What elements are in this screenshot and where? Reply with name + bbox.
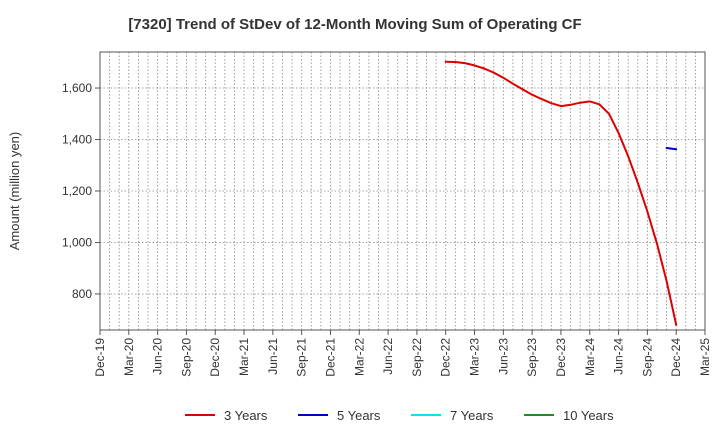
x-tick-label: Dec-24 bbox=[669, 338, 683, 377]
x-tick-label: Dec-22 bbox=[439, 338, 453, 377]
y-tick-label: 1,000 bbox=[62, 235, 92, 249]
y-axis-label: Amount (million yen) bbox=[7, 132, 22, 251]
legend-label-3: 7 Years bbox=[450, 408, 494, 423]
x-tick-label: Dec-21 bbox=[323, 338, 337, 377]
x-tick-label: Jun-24 bbox=[612, 338, 626, 375]
x-tick-label: Mar-23 bbox=[468, 338, 482, 376]
x-tick-label: Mar-24 bbox=[583, 338, 597, 376]
x-tick-label: Sep-21 bbox=[295, 338, 309, 377]
y-tick-label: 1,200 bbox=[62, 184, 92, 198]
x-tick-label: Sep-24 bbox=[640, 338, 654, 377]
chart-legend: 3 Years 5 Years 7 Years 10 Years bbox=[185, 408, 614, 423]
x-tick-label: Sep-20 bbox=[179, 338, 193, 377]
x-tick-label: Jun-20 bbox=[151, 338, 165, 375]
legend-label-4: 10 Years bbox=[563, 408, 614, 423]
series-line-1 bbox=[444, 60, 678, 326]
x-tick-label: Sep-22 bbox=[410, 338, 424, 377]
x-tick-label: Jun-23 bbox=[496, 338, 510, 375]
y-tick-label: 800 bbox=[72, 287, 92, 301]
x-tick-label: Jun-21 bbox=[266, 338, 280, 375]
x-tick-label: Mar-20 bbox=[122, 338, 136, 376]
chart-title: [7320] Trend of StDev of 12-Month Moving… bbox=[128, 16, 581, 33]
x-tick-label: Dec-20 bbox=[208, 338, 222, 377]
x-tick-label: Mar-22 bbox=[352, 338, 366, 376]
x-tick-label: Sep-23 bbox=[525, 338, 539, 377]
grid-lines bbox=[100, 52, 705, 330]
y-tick-label: 1,600 bbox=[62, 81, 92, 95]
y-tick-label: 1,400 bbox=[62, 133, 92, 147]
x-tick-label: Dec-19 bbox=[93, 338, 107, 377]
legend-label-1: 3 Years bbox=[224, 408, 268, 423]
x-axis-ticks: Dec-19 Mar-20 Jun-20 Sep-20 Dec-20 Mar-21 Jun-… bbox=[93, 330, 712, 377]
x-tick-label: Dec-23 bbox=[554, 338, 568, 377]
x-tick-label: Mar-25 bbox=[698, 338, 712, 376]
series-lines bbox=[444, 60, 678, 326]
legend-label-2: 5 Years bbox=[337, 408, 381, 423]
x-tick-label: Mar-21 bbox=[237, 338, 251, 376]
y-axis-ticks: 800 1,000 1,200 1,400 1,600 bbox=[62, 81, 100, 301]
x-tick-label: Jun-22 bbox=[381, 338, 395, 375]
series-line-2 bbox=[665, 147, 678, 151]
